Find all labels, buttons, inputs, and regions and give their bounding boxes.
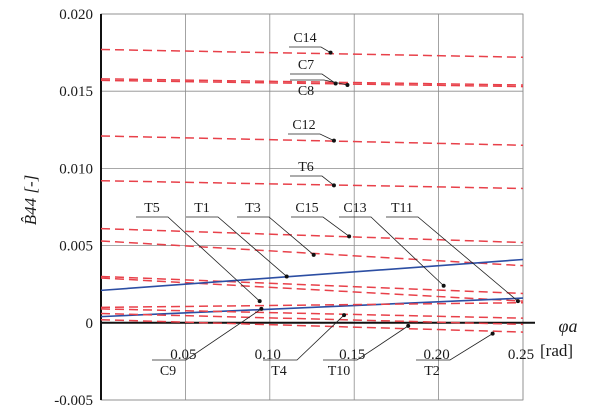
annotation-leader: [136, 216, 260, 302]
annotation-dot: [328, 50, 333, 55]
annotation-dot: [311, 252, 316, 257]
annotation-dot: [406, 323, 411, 328]
annotation-label-t4: T4: [271, 364, 287, 379]
annotation-leader: [290, 175, 335, 186]
annotation-label-c15: C15: [295, 201, 318, 216]
annotation-label-c7: C7: [298, 58, 314, 73]
series-line-t6: [100, 180, 524, 190]
annotation-leader: [289, 46, 331, 53]
annotation-leader: [263, 314, 345, 361]
annotation-label-t5: T5: [144, 201, 160, 216]
series-line-t10: [100, 312, 524, 326]
annotation-label-t3: T3: [245, 201, 261, 216]
annotation-label-c13: C13: [343, 201, 366, 216]
axes: [100, 14, 535, 400]
series-line-c12: [100, 135, 524, 146]
annotation-dot: [259, 306, 264, 311]
annotation-leader: [290, 73, 336, 84]
series-line-t1: [100, 258, 524, 292]
y-tick-label: 0.020: [59, 7, 93, 23]
annotation-dot: [284, 274, 289, 279]
annotation-leader: [290, 79, 348, 86]
annotation-label-c9: C9: [160, 364, 176, 379]
y-tick-label: 0: [86, 316, 94, 332]
x-tick-label: 0.10: [255, 347, 281, 363]
annotation-dot: [331, 183, 336, 188]
annotation-dot: [345, 83, 350, 88]
series-line-c7: [100, 78, 524, 86]
annotation-dot: [347, 234, 352, 239]
series-line-c14: [100, 48, 524, 58]
annotation-dot: [257, 299, 262, 304]
annotation-dot: [342, 313, 347, 318]
y-tick-label: -0.005: [54, 393, 93, 409]
annotation-leader: [386, 216, 519, 302]
annotation-leader: [288, 133, 335, 141]
annotation-label-t2: T2: [424, 364, 440, 379]
y-tick-label: 0.015: [59, 84, 93, 100]
annotation-leader: [291, 216, 350, 237]
series-line-t5: [100, 277, 524, 302]
annotation-dot: [490, 331, 495, 336]
annotation-label-t6: T6: [298, 160, 314, 175]
annotation-leader: [416, 333, 493, 361]
annotation-leader: [323, 325, 409, 361]
annotation-leader: [237, 216, 314, 256]
series-line-c9: [100, 301, 524, 309]
annotation-leader: [186, 216, 287, 277]
annotation-label-c8: C8: [298, 84, 314, 99]
series-line-c13: [100, 275, 524, 295]
y-axis-label: B̂44 [-]: [21, 175, 40, 226]
series-lines: [100, 48, 524, 333]
y-tick-label: 0.010: [59, 161, 93, 177]
annotation-leader: [152, 308, 262, 361]
annotation-label-t11: T11: [391, 201, 413, 216]
series-line-c8: [100, 79, 524, 88]
annotation-dot: [441, 283, 446, 288]
annotation-dot: [515, 299, 520, 304]
series-line-t11: [100, 297, 524, 318]
x-axis-label: φa: [559, 316, 578, 336]
annotation-label-c12: C12: [292, 118, 315, 133]
annotation-label-t10: T10: [328, 364, 351, 379]
annotation-label-c14: C14: [293, 31, 316, 46]
x-axis-unit: [rad]: [540, 341, 573, 360]
x-tick-label: 0.05: [170, 347, 196, 363]
series-line-c15: [100, 227, 524, 244]
series-line-t4: [100, 308, 524, 319]
series-line-t2: [100, 318, 524, 333]
x-tick-label: 0.25: [508, 347, 534, 363]
y-tick-label: 0.005: [59, 239, 93, 255]
axis-titles: B̂44 [-] φa [rad]: [21, 175, 577, 360]
annotation-label-t1: T1: [194, 201, 210, 216]
annotation-leader: [339, 216, 444, 287]
x-tick-label: 0.20: [423, 347, 449, 363]
annotation-dot: [331, 138, 336, 143]
annotation-labels: C14 C7 C8 C12 T6 T5 T1 T3 C15 C13 T11 C9 T4 T10 T2: [136, 31, 520, 379]
